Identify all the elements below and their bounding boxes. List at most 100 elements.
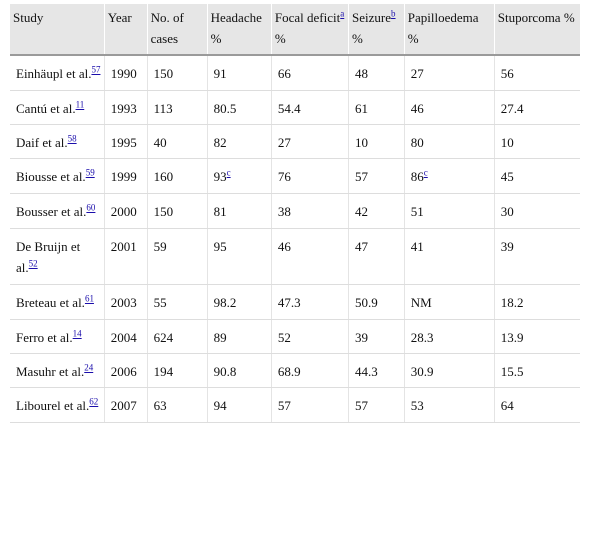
headache-cell-value: 81 [213,204,227,219]
headache-cell-value: 95 [213,239,227,254]
papilloedema-cell-value: NM [410,295,432,310]
study-cell-value: Daif et al. [16,135,68,150]
study-cell: Biousse et al.59 [10,158,105,194]
study-cell: De Bruijn et al.52 [10,228,105,285]
reference-marker-link[interactable]: 57 [91,64,101,75]
footnote-marker-link[interactable]: c [226,167,231,178]
reference-marker[interactable]: 62 [89,397,98,407]
reference-marker[interactable]: 11 [76,100,85,110]
papilloedema-cell-value: 53 [410,398,424,413]
cases-cell: 150 [147,55,208,91]
headache-cell: 94 [207,387,272,423]
papilloedema-cell-value: 51 [410,204,424,219]
cases-cell-value: 150 [153,204,174,219]
year-cell: 2004 [104,319,148,354]
papilloedema-cell: 46 [404,90,495,125]
column-header-label: No. of cases [150,10,184,46]
column-header: Focal deficita % [271,4,350,56]
cases-cell-value: 63 [153,398,167,413]
study-cell-value: Breteau et al. [16,295,85,310]
seizure-cell: 10 [348,124,405,159]
papilloedema-cell: 30.9 [404,353,495,388]
study-cell: Ferro et al.14 [10,319,105,354]
seizure-cell-value: 61 [355,101,369,116]
reference-marker-link[interactable]: 61 [84,293,94,304]
stuporcoma-cell-value: 18.2 [500,295,524,310]
reference-marker-link[interactable]: 62 [89,396,99,407]
footnote-marker[interactable]: b [391,9,396,19]
focal-deficit-cell: 68.9 [271,353,350,388]
headache-cell-value: 89 [213,330,227,345]
footnote-marker[interactable]: c [227,168,231,178]
reference-marker[interactable]: 52 [29,259,38,269]
table-row: Einhäupl et al.57 1990 150 91 66 48 27 56 [10,55,580,91]
seizure-cell: 47 [348,228,405,285]
study-cell: Libourel et al.62 [10,387,105,423]
seizure-cell: 61 [348,90,405,125]
table-row: Cantú et al.11 1993 113 80.5 54.4 61 46 27.4 [10,90,580,125]
column-header: Study [10,4,105,56]
year-cell-value: 2007 [110,398,137,413]
focal-deficit-cell-value: 47.3 [277,295,301,310]
reference-marker[interactable]: 24 [84,363,93,373]
table-row: De Bruijn et al.52 2001 59 95 46 47 41 39 [10,228,580,285]
footnote-marker[interactable]: c [424,168,428,178]
headache-cell: 80.5 [207,90,272,125]
seizure-cell: 39 [348,319,405,354]
study-cell-value: Libourel et al. [16,398,90,413]
focal-deficit-cell: 76 [271,158,350,194]
year-cell: 2000 [104,193,148,229]
study-cell: Einhäupl et al.57 [10,55,105,91]
cases-cell: 194 [147,353,208,388]
reference-marker[interactable]: 61 [85,294,94,304]
reference-marker-link[interactable]: 60 [86,202,96,213]
study-cell: Bousser et al.60 [10,193,105,229]
footnote-marker-link[interactable]: b [391,8,396,19]
column-header-label: Year [107,10,132,25]
study-cell: Cantú et al.11 [10,90,105,125]
reference-marker[interactable]: 58 [68,134,77,144]
column-header-label: Focal deficit [274,10,341,25]
table-row: Masuhr et al.24 2006 194 90.8 68.9 44.3 30.9 15… [10,353,580,388]
cases-cell-value: 40 [153,135,167,150]
footnote-marker-link[interactable]: a [340,8,345,19]
papilloedema-cell-value: 30.9 [410,364,434,379]
reference-marker[interactable]: 59 [86,168,95,178]
reference-marker-link[interactable]: 24 [84,362,94,373]
reference-marker[interactable]: 57 [91,65,100,75]
reference-marker-link[interactable]: 11 [75,99,85,110]
reference-marker-link[interactable]: 14 [72,328,82,339]
year-cell: 2003 [104,284,148,320]
papilloedema-cell: NM [404,284,495,320]
focal-deficit-cell-value: 27 [277,135,291,150]
seizure-cell: 57 [348,158,405,194]
papilloedema-cell: 86c [404,158,495,194]
year-cell: 1990 [104,55,148,91]
reference-marker-link[interactable]: 59 [85,167,95,178]
cases-cell-value: 150 [153,66,174,81]
stuporcoma-cell: 13.9 [494,319,580,354]
reference-marker-link[interactable]: 58 [67,133,77,144]
reference-marker-link[interactable]: 52 [28,258,38,269]
reference-marker[interactable]: 60 [86,203,95,213]
focal-deficit-cell: 54.4 [271,90,350,125]
seizure-cell-value: 39 [355,330,369,345]
focal-deficit-cell-value: 66 [277,66,291,81]
seizure-cell-value: 10 [355,135,369,150]
table-body: Einhäupl et al.57 1990 150 91 66 48 27 56 Cantú … [10,55,580,423]
headache-cell: 89 [207,319,272,354]
year-cell-value: 2001 [110,239,137,254]
stuporcoma-cell-value: 64 [500,398,514,413]
footnote-marker-link[interactable]: c [423,167,428,178]
footnote-marker[interactable]: a [340,9,344,19]
year-cell: 1999 [104,158,148,194]
cases-cell: 150 [147,193,208,229]
headache-cell: 82 [207,124,272,159]
cases-cell: 160 [147,158,208,194]
stuporcoma-cell-value: 30 [500,204,514,219]
focal-deficit-cell-value: 52 [277,330,291,345]
reference-marker[interactable]: 14 [73,329,82,339]
seizure-cell: 57 [348,387,405,423]
stuporcoma-cell-value: 39 [500,239,514,254]
study-cell-value: Biousse et al. [16,169,86,184]
